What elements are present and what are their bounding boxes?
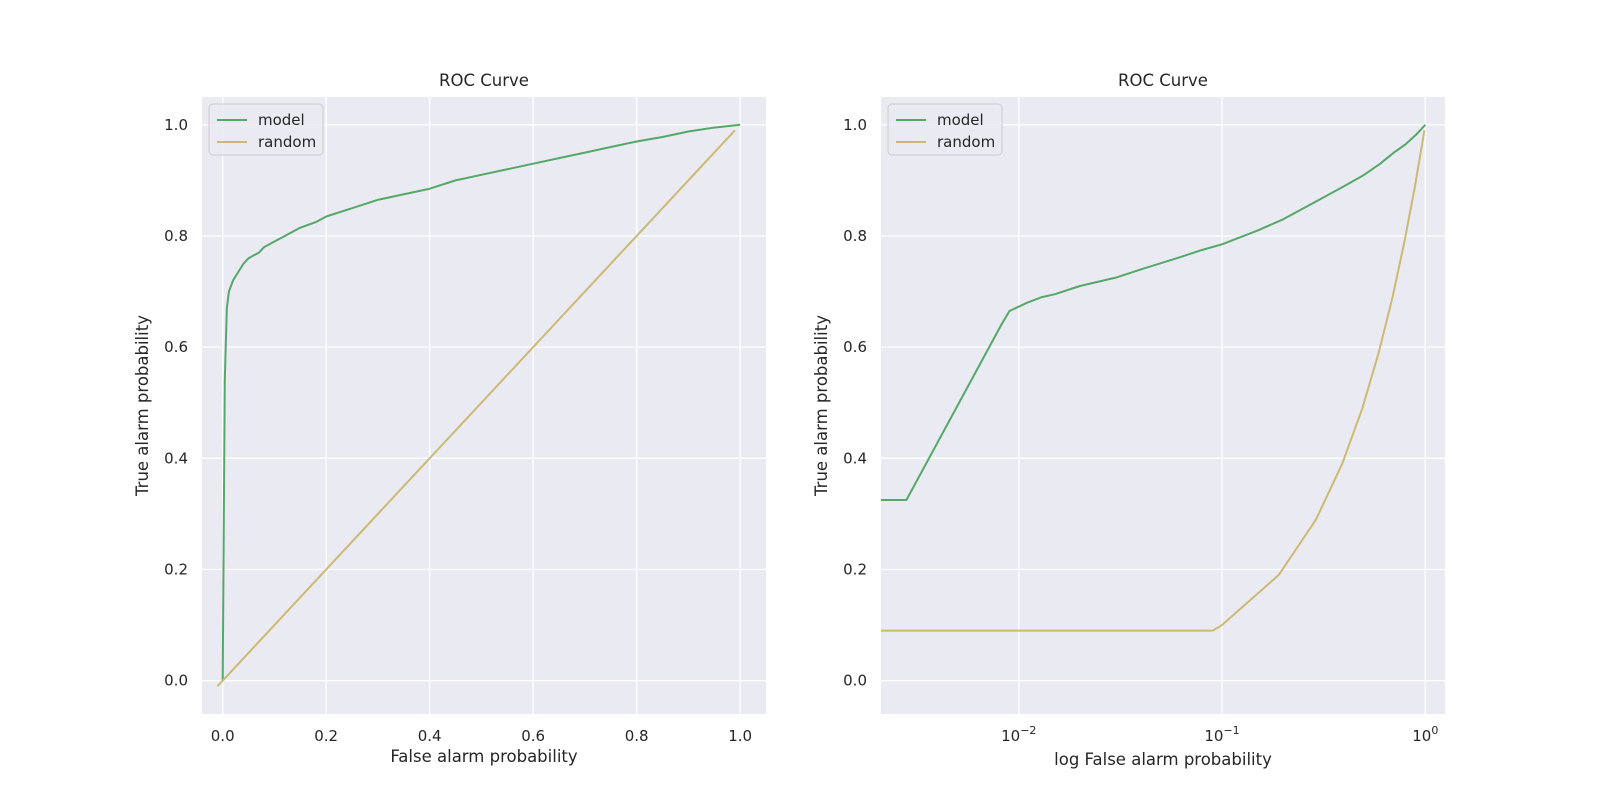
chart-2-y-tick-label: 0.4 xyxy=(843,449,867,467)
chart-1-y-tick-label: 0.2 xyxy=(164,560,188,578)
chart-1: 0.0 0.2 0.4 0.6 0.8 1.0 0.0 0.2 0.4 0.6 0.8 1.0 ROC … xyxy=(133,71,766,766)
chart-2-plot-area xyxy=(881,97,1445,714)
chart-2-series-model-line xyxy=(881,124,1427,501)
chart-1-y-tick-label: 0.0 xyxy=(164,672,188,690)
chart-1-series-random-line xyxy=(216,129,736,687)
chart-1-series-model-line xyxy=(221,123,741,681)
chart-2-series-random-line xyxy=(881,130,1426,632)
chart-1-y-tick-label: 1.0 xyxy=(164,116,188,134)
chart-1-x-tick-label: 0.0 xyxy=(211,727,235,745)
chart-1-y-tick-label: 0.4 xyxy=(164,449,188,467)
chart-2: 0.0 0.2 0.4 0.6 0.8 1.0 10−2 10−1 100 ROC Curve lo… xyxy=(812,71,1445,769)
chart-1-legend-label-model: model xyxy=(258,111,305,129)
chart-1-plot-area xyxy=(202,97,766,714)
chart-2-x-tick-label: 100 xyxy=(1412,724,1438,745)
chart-2-y-tick-label: 1.0 xyxy=(843,116,867,134)
chart-1-y-tick-label: 0.6 xyxy=(164,338,188,356)
chart-2-x-tick-label: 10−2 xyxy=(1001,724,1036,745)
chart-1-title: ROC Curve xyxy=(439,71,529,90)
chart-2-legend-label-model: model xyxy=(937,111,984,129)
chart-2-title: ROC Curve xyxy=(1118,71,1208,90)
chart-1-x-tick-label: 0.6 xyxy=(521,727,545,745)
chart-1-x-tick-label: 0.2 xyxy=(314,727,338,745)
chart-1-x-axis-label: False alarm probability xyxy=(390,747,578,766)
chart-2-y-tick-label: 0.6 xyxy=(843,338,867,356)
chart-2-x-axis-label: log False alarm probability xyxy=(1054,750,1272,769)
chart-2-y-axis-label: True alarm probability xyxy=(812,315,831,497)
chart-1-legend: model random xyxy=(208,103,324,156)
chart-2-y-tick-label: 0.2 xyxy=(843,560,867,578)
chart-2-y-tick-label: 0.0 xyxy=(843,672,867,690)
chart-2-y-tick-label: 0.8 xyxy=(843,227,867,245)
chart-1-legend-label-random: random xyxy=(258,133,316,151)
chart-2-x-tick-label: 10−1 xyxy=(1204,724,1239,745)
chart-1-y-tick-label: 0.8 xyxy=(164,227,188,245)
chart-1-x-tick-label: 1.0 xyxy=(728,727,752,745)
chart-2-legend-label-random: random xyxy=(937,133,995,151)
chart-1-x-tick-label: 0.4 xyxy=(418,727,442,745)
chart-1-x-tick-label: 0.8 xyxy=(625,727,649,745)
chart-1-y-axis-label: True alarm probability xyxy=(133,315,152,497)
chart-2-legend: model random xyxy=(887,103,1003,156)
